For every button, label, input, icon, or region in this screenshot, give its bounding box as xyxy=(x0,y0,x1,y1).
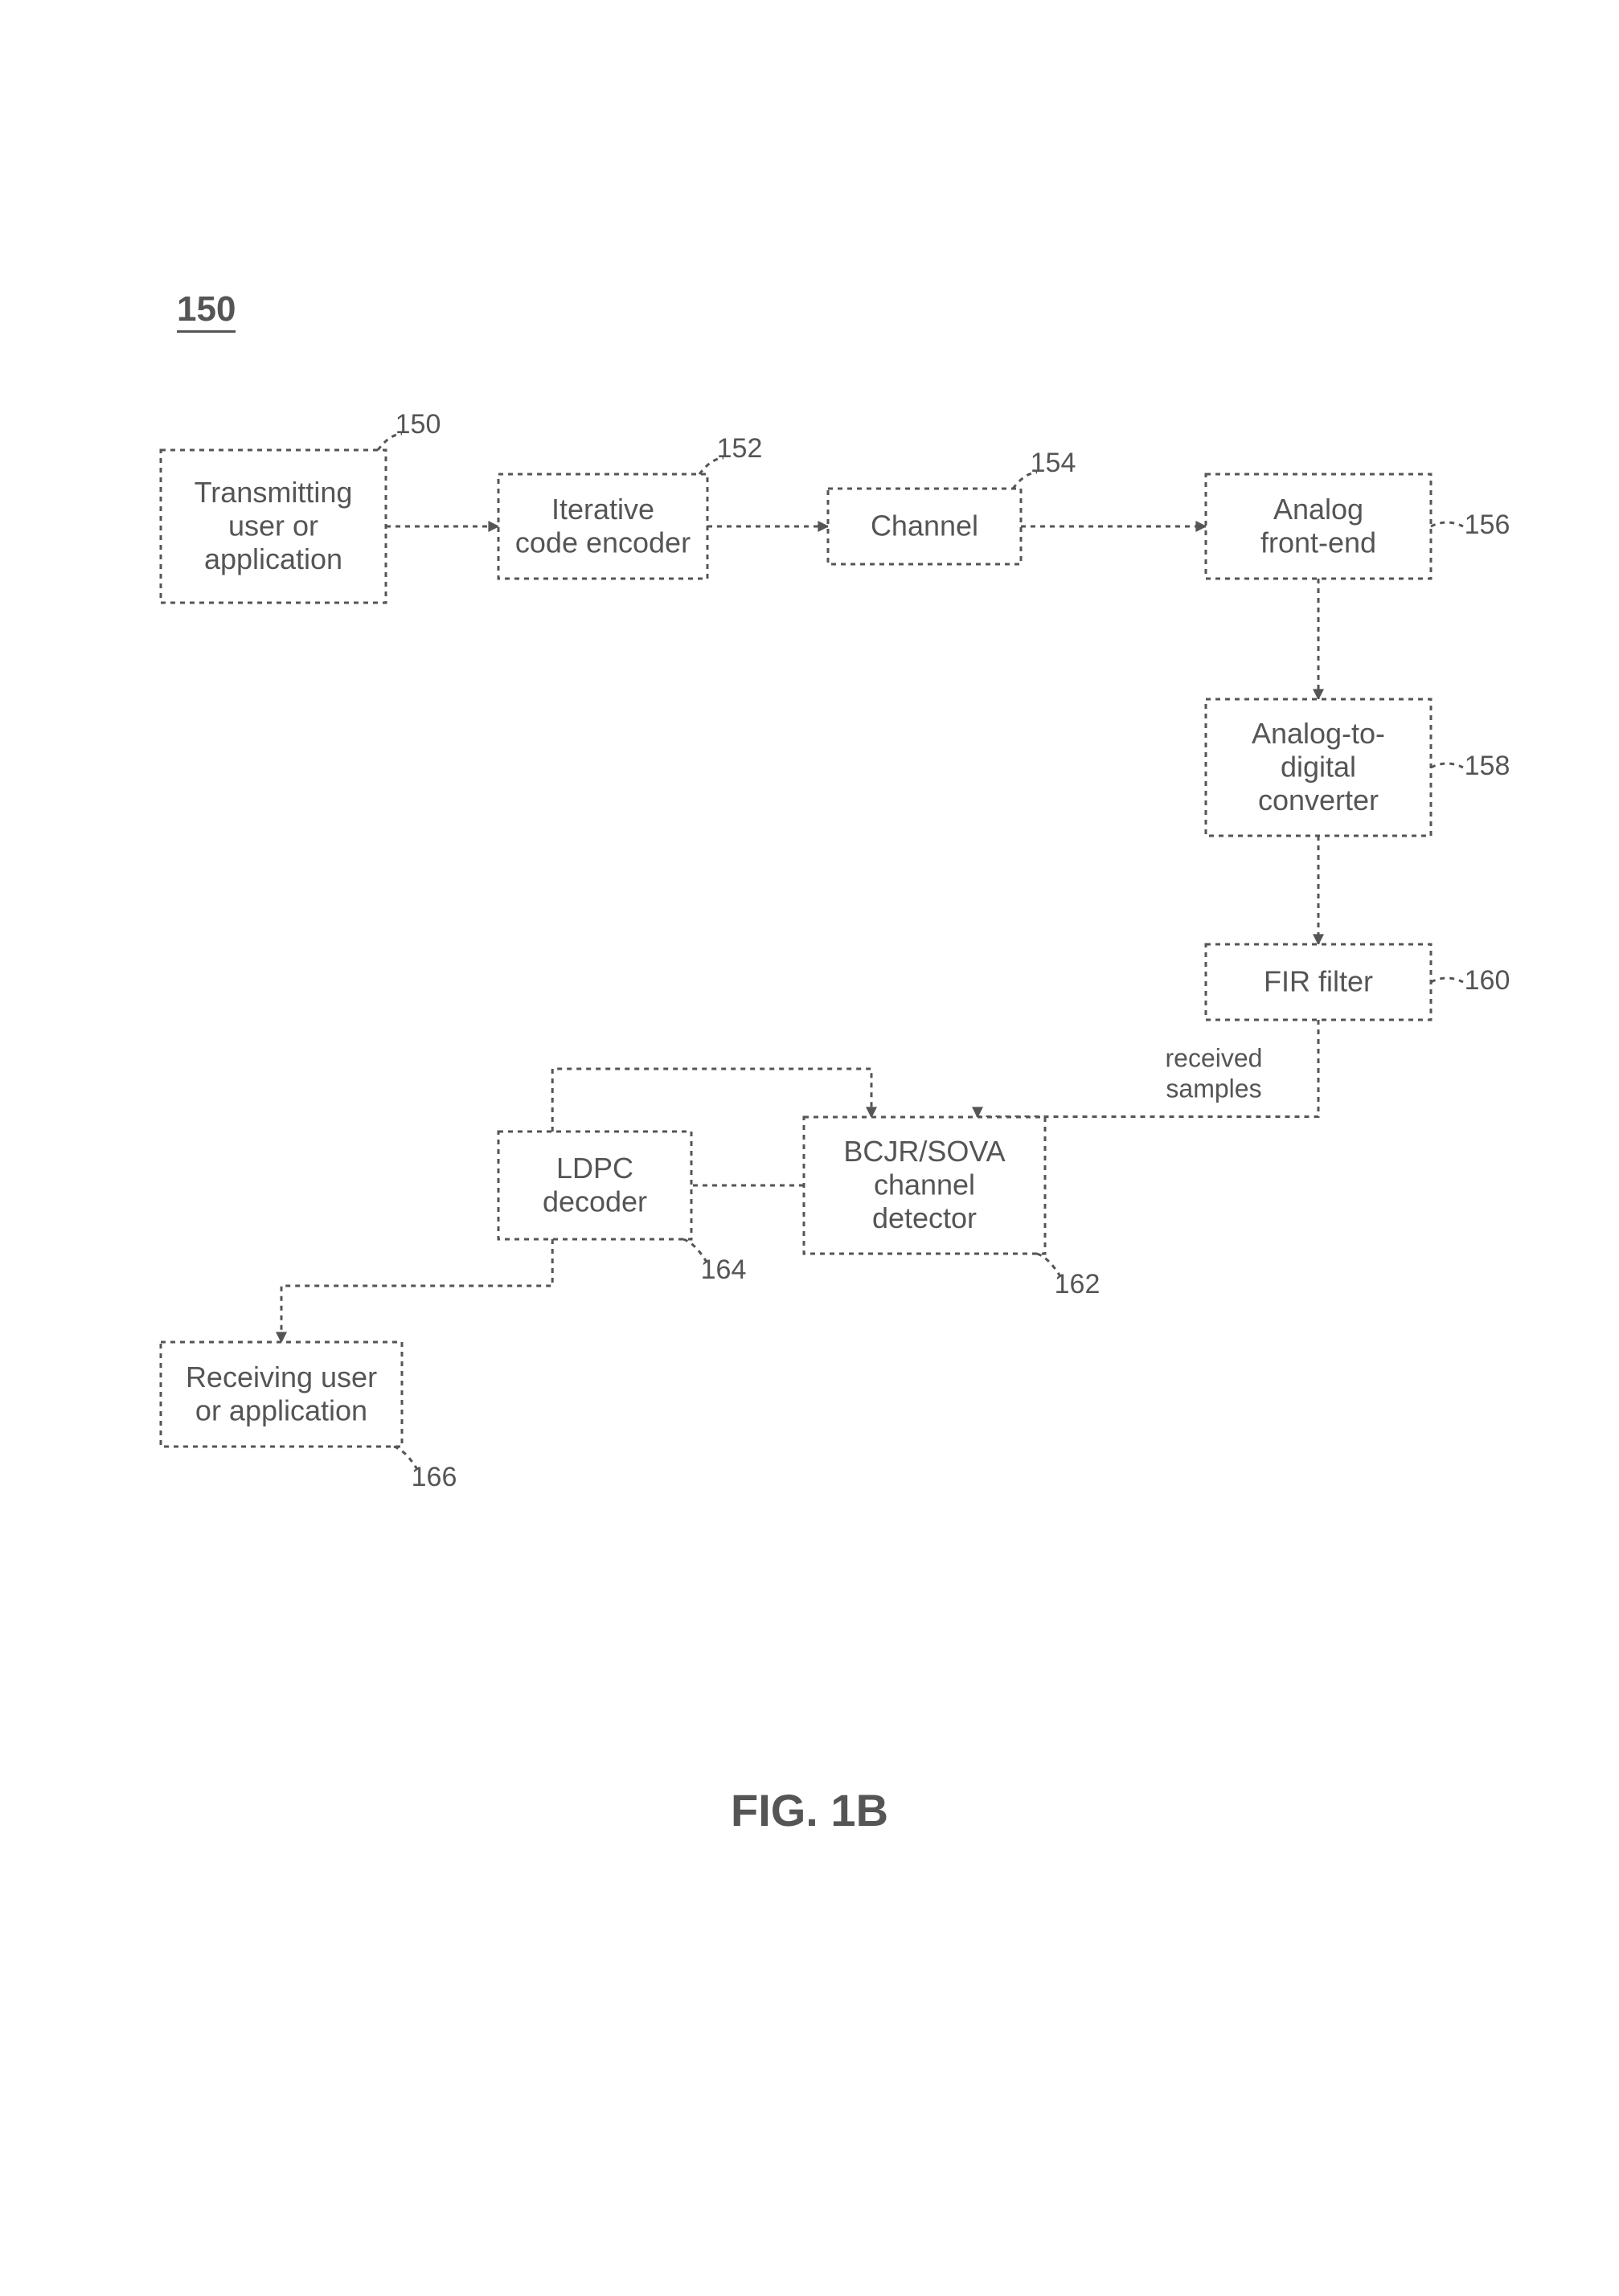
node-label: front-end xyxy=(1260,526,1376,559)
node-ref-number: 156 xyxy=(1465,510,1510,540)
block-diagram: receivedsamplesTransmittinguser orapplic… xyxy=(0,0,1619,2296)
node-enc: Iterativecode encoder 152 xyxy=(498,433,762,579)
node-label: Receiving user xyxy=(186,1361,377,1394)
node-label: LDPC xyxy=(556,1152,633,1185)
node-ref-number: 164 xyxy=(701,1254,747,1285)
node-ref-number: 160 xyxy=(1465,965,1510,996)
node-ref-number: 154 xyxy=(1031,448,1076,478)
node-det: BCJR/SOVAchanneldetector 162 xyxy=(804,1117,1100,1299)
edge-label-received-samples: samples xyxy=(1166,1074,1261,1103)
node-label: Iterative xyxy=(551,493,654,526)
node-adc: Analog-to-digitalconverter 158 xyxy=(1206,699,1510,836)
node-ldpc: LDPCdecoder 164 xyxy=(498,1132,746,1285)
page: 150 FIG. 1B receivedsamplesTransmittingu… xyxy=(0,0,1619,2296)
node-label: application xyxy=(204,542,342,575)
node-label: FIR filter xyxy=(1264,965,1373,998)
node-label: or application xyxy=(195,1394,367,1426)
node-fir: FIR filter 160 xyxy=(1206,944,1510,1020)
node-ref-number: 150 xyxy=(396,409,441,440)
node-label: BCJR/SOVA xyxy=(843,1135,1005,1168)
node-chan: Channel 154 xyxy=(828,448,1076,564)
node-label: Transmitting xyxy=(195,476,353,509)
node-ref-number: 166 xyxy=(412,1462,457,1492)
node-label: decoder xyxy=(543,1185,647,1218)
edge-ldpc-to-rx xyxy=(281,1239,552,1342)
node-label: Analog-to- xyxy=(1252,717,1385,750)
node-afe: Analogfront-end 156 xyxy=(1206,474,1510,579)
nodes: Transmittinguser orapplication 150 Iterati… xyxy=(161,409,1510,1492)
edge-fir-to-detector xyxy=(978,1020,1318,1117)
node-ref-number: 162 xyxy=(1055,1269,1101,1299)
node-label: channel xyxy=(874,1168,975,1201)
node-label: digital xyxy=(1281,751,1356,784)
node-ref-number: 152 xyxy=(717,433,763,464)
edges: receivedsamples xyxy=(281,526,1318,1342)
node-rx: Receiving useror application 166 xyxy=(161,1342,457,1492)
node-label: Channel xyxy=(871,510,978,542)
node-label: converter xyxy=(1258,784,1379,816)
node-label: Analog xyxy=(1273,493,1363,526)
node-ref-number: 158 xyxy=(1465,751,1510,781)
node-tx: Transmittinguser orapplication 150 xyxy=(161,409,441,603)
node-label: detector xyxy=(872,1201,977,1234)
node-label: user or xyxy=(228,510,318,542)
edge-label-received-samples: received xyxy=(1166,1043,1263,1072)
node-label: code encoder xyxy=(515,526,691,559)
